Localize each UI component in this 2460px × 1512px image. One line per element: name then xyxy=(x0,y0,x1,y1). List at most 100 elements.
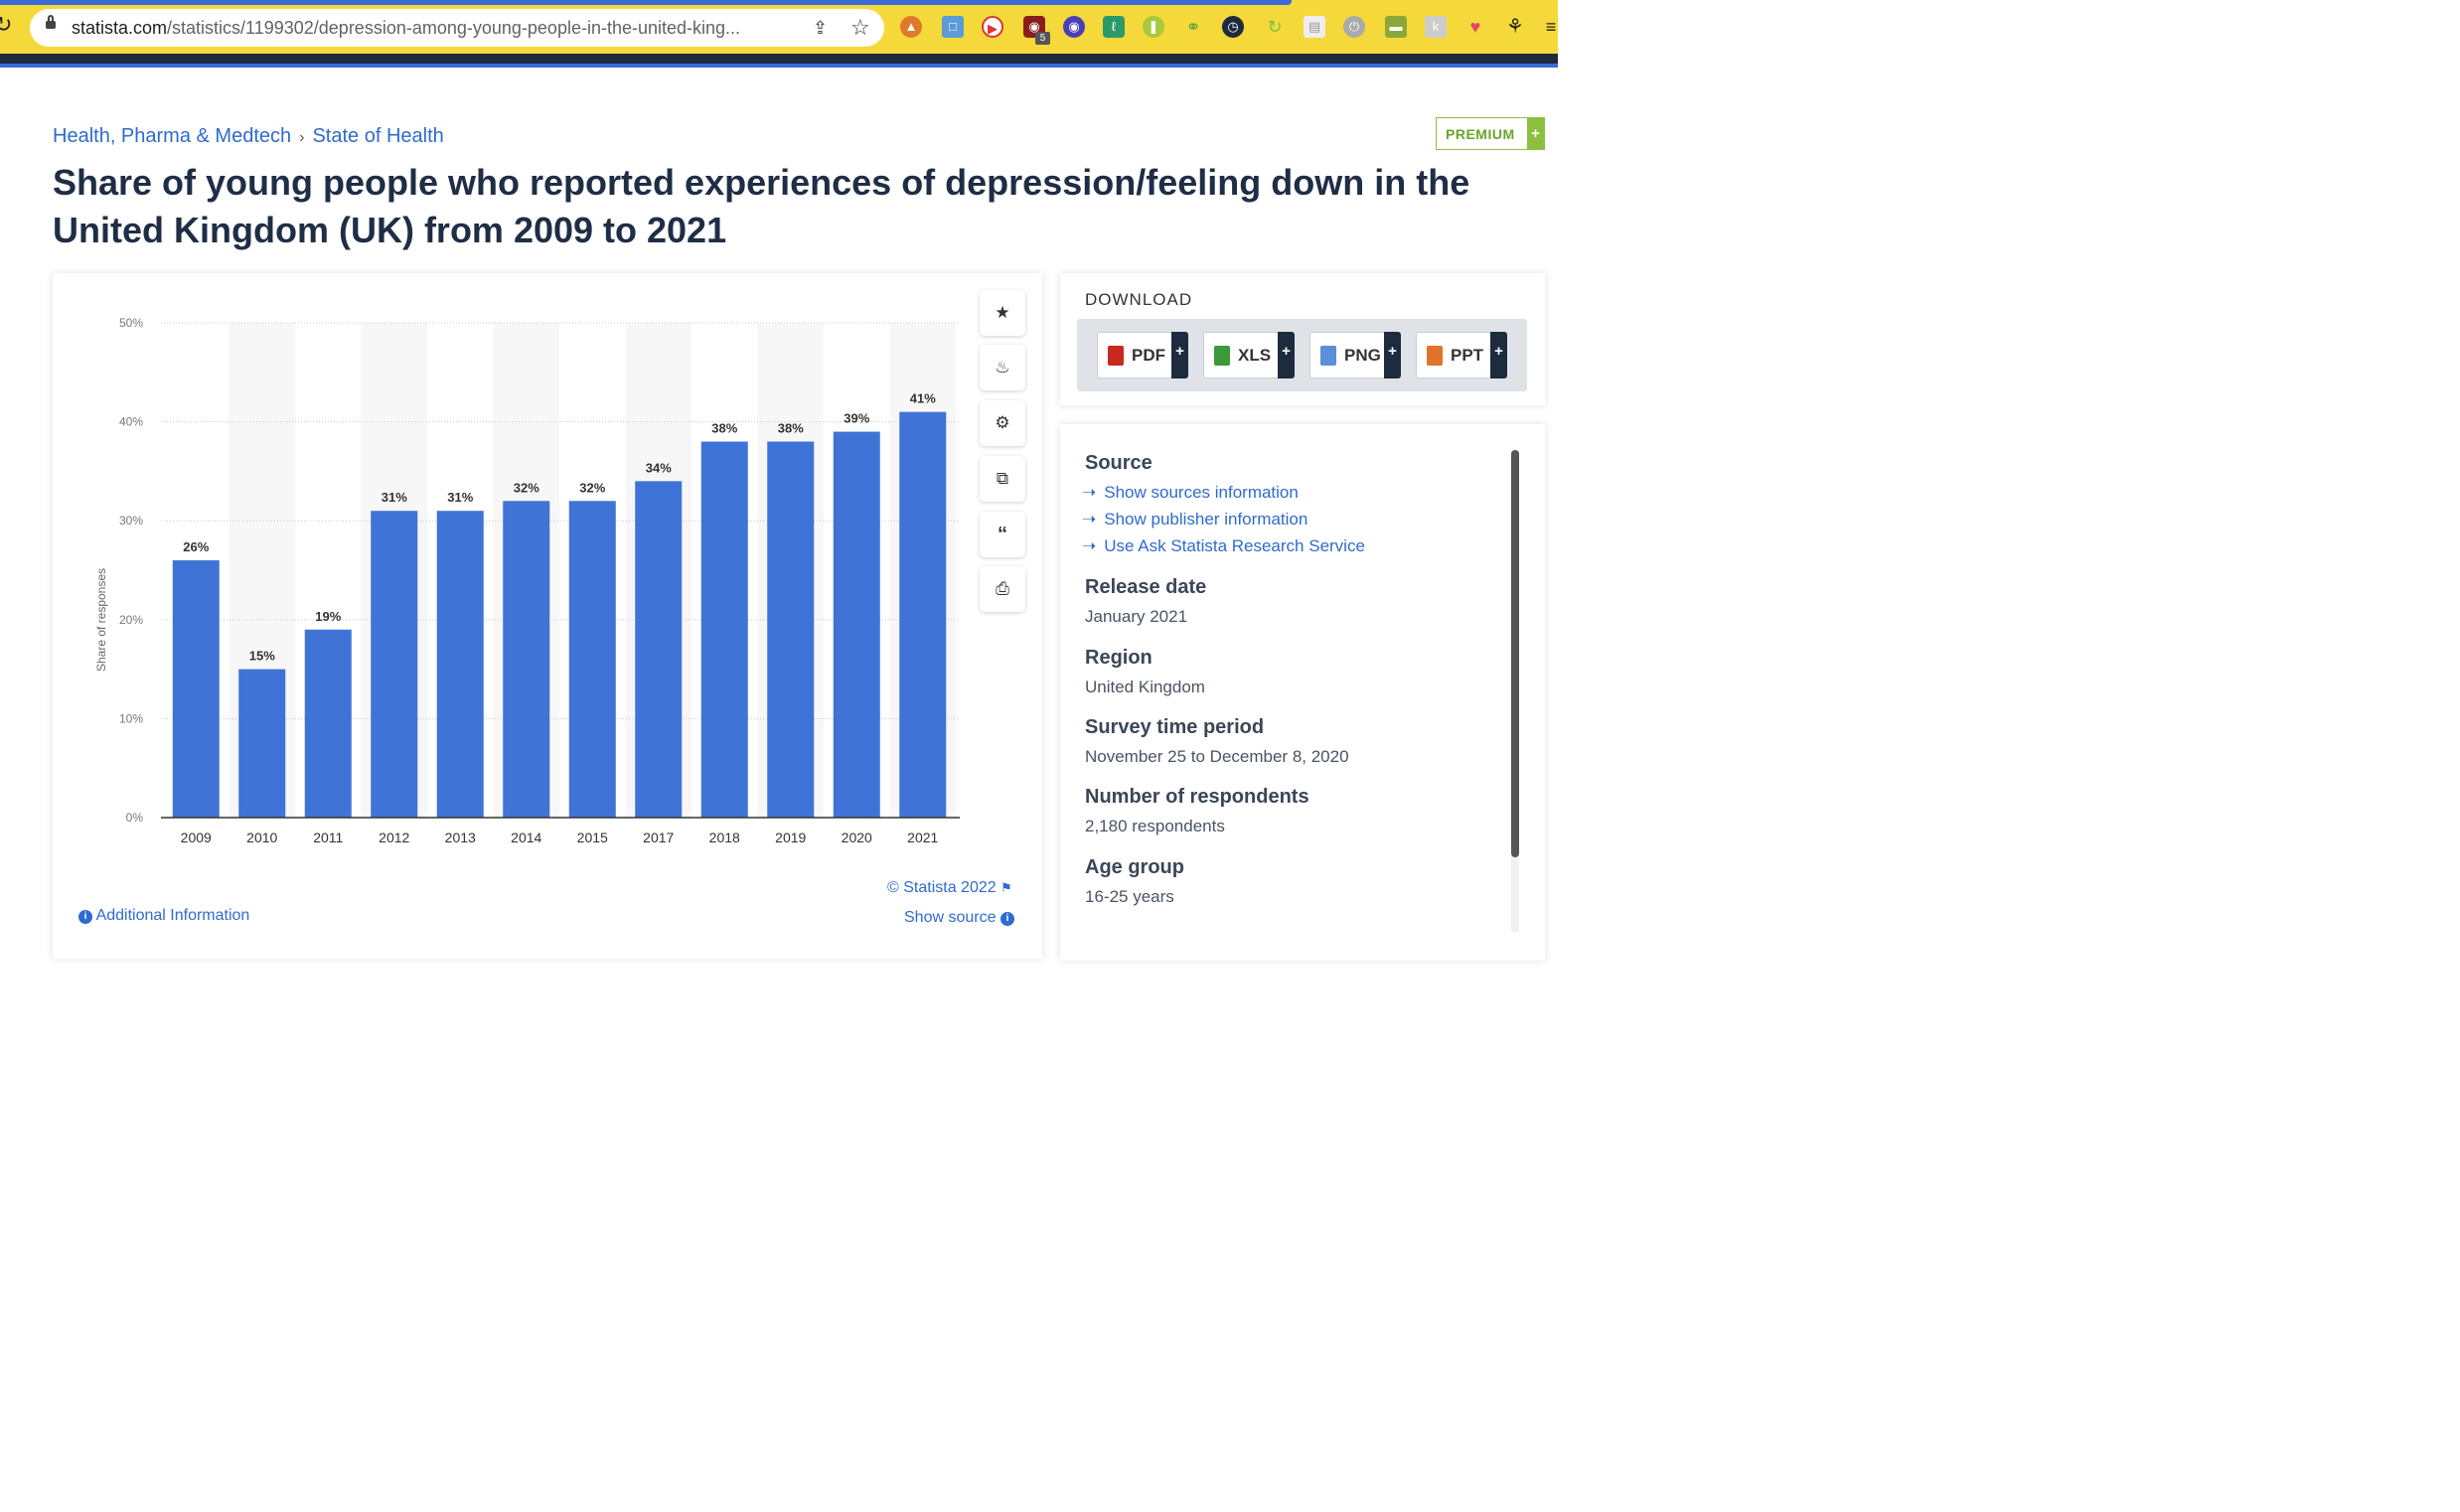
png-file-icon xyxy=(1320,346,1336,366)
arrow-right-icon: ➝ xyxy=(1082,483,1097,502)
bookmark-star-icon[interactable]: ☆ xyxy=(850,15,870,40)
release-date-heading: Release date xyxy=(1085,576,1207,598)
bar xyxy=(238,669,286,818)
premium-badge[interactable]: PREMIUM + xyxy=(1436,117,1545,150)
bar xyxy=(568,501,616,818)
browser-toolbar: ↻ statista.com/statistics/1199302/depres… xyxy=(0,0,1558,54)
premium-label: PREMIUM xyxy=(1446,126,1515,142)
respondents-heading: Number of respondents xyxy=(1085,786,1309,808)
x-tick-label: 2010 xyxy=(246,830,277,845)
bar xyxy=(172,560,220,818)
x-tick-label: 2018 xyxy=(709,830,740,845)
x-tick-label: 2014 xyxy=(511,830,541,845)
x-tick-label: 2017 xyxy=(643,830,674,845)
age-group-value: 16-25 years xyxy=(1085,887,1174,906)
favorite-star-icon[interactable]: ★ xyxy=(980,290,1025,336)
y-tick-label: 0% xyxy=(126,811,144,825)
download-ppt-button[interactable]: PPT + xyxy=(1416,332,1507,378)
bar xyxy=(700,441,748,818)
download-pdf-button[interactable]: PDF + xyxy=(1097,332,1188,378)
cite-quote-icon[interactable]: “ xyxy=(980,512,1025,557)
age-group-heading: Age group xyxy=(1085,856,1184,878)
bar xyxy=(635,481,683,818)
credit-text: © Statista 2022 xyxy=(887,879,997,896)
url-text[interactable]: statista.com/statistics/1199302/depressi… xyxy=(72,18,807,39)
respondents-value: 2,180 respondents xyxy=(1085,817,1225,835)
data-label: 31% xyxy=(382,490,407,505)
data-label: 15% xyxy=(249,649,275,664)
arrow-right-icon: ➝ xyxy=(1082,536,1097,555)
pocket-extension-icon[interactable]: ♥ xyxy=(1469,17,1481,37)
lock-icon[interactable] xyxy=(46,15,56,29)
bar xyxy=(833,431,880,818)
show-publisher-link[interactable]: ➝ Show publisher information xyxy=(1082,510,1307,529)
print-extension-icon[interactable]: ▤ xyxy=(1304,16,1325,38)
show-source-link[interactable]: Show source i xyxy=(904,909,1014,927)
y-tick-label: 30% xyxy=(119,514,143,528)
plus-icon: + xyxy=(1278,332,1295,378)
k-extension-icon[interactable]: k xyxy=(1425,16,1447,38)
reload-icon[interactable]: ↻ xyxy=(0,12,13,37)
shield-extension-icon[interactable]: ℓ xyxy=(1103,16,1125,38)
x-tick-label: 2021 xyxy=(907,830,938,845)
link-extension-icon[interactable]: ⚭ xyxy=(1185,17,1201,37)
menu-icon[interactable]: ≡ xyxy=(1545,17,1557,37)
x-tick-label: 2012 xyxy=(379,830,409,845)
download-png-button[interactable]: PNG + xyxy=(1309,332,1401,378)
clock-extension-icon[interactable]: ◷ xyxy=(1222,16,1244,38)
bar xyxy=(371,511,418,818)
y-tick-label: 20% xyxy=(119,613,143,627)
share-icon[interactable]: ⧉ xyxy=(980,456,1025,502)
toolbar-divider xyxy=(0,54,1558,64)
additional-information-link[interactable]: i Additional Information xyxy=(78,907,249,925)
plus-icon: + xyxy=(1490,332,1507,378)
ask-statista-link[interactable]: ➝ Use Ask Statista Research Service xyxy=(1082,536,1365,556)
statistic-info-panel: Source ➝ Show sources information ➝ Show p… xyxy=(1060,424,1545,961)
refresh-extension-icon[interactable]: ↻ xyxy=(1267,17,1283,37)
data-label: 34% xyxy=(646,460,672,475)
settings-gear-icon[interactable]: ⚙ xyxy=(980,400,1025,446)
release-date-value: January 2021 xyxy=(1085,607,1188,626)
power-extension-icon[interactable]: ⏻ xyxy=(1343,16,1365,38)
info-icon: i xyxy=(78,910,92,924)
notification-bell-icon[interactable]: ♨ xyxy=(980,345,1025,390)
y-tick-label: 50% xyxy=(119,316,143,330)
download-card: DOWNLOAD PDF + XLS + PNG + PPT + xyxy=(1060,273,1545,405)
y-tick-label: 40% xyxy=(119,415,143,429)
play-extension-icon[interactable]: ▶ xyxy=(982,16,1003,38)
bar xyxy=(899,411,947,818)
show-source-label: Show source xyxy=(904,909,997,926)
field-extension-icon[interactable]: ▬ xyxy=(1385,16,1407,38)
show-sources-link[interactable]: ➝ Show sources information xyxy=(1082,483,1299,503)
download-tray: PDF + XLS + PNG + PPT + xyxy=(1077,319,1527,391)
survey-period-value: November 25 to December 8, 2020 xyxy=(1085,747,1349,766)
x-tick-label: 2009 xyxy=(181,830,212,845)
print-icon[interactable]: ⎙ xyxy=(980,566,1025,612)
window-extension-icon[interactable]: □ xyxy=(942,16,964,38)
flag-icon[interactable]: ⚑ xyxy=(1000,880,1012,895)
x-tick-label: 2015 xyxy=(577,830,608,845)
x-tick-label: 2011 xyxy=(313,830,343,845)
statista-credit[interactable]: © Statista 2022 ⚑ xyxy=(887,879,1012,897)
address-bar[interactable]: statista.com/statistics/1199302/depressi… xyxy=(30,9,884,47)
metamask-extension-icon[interactable]: ▲ xyxy=(900,16,922,38)
data-label: 31% xyxy=(447,490,473,505)
puzzle-extensions-icon[interactable]: ⚘ xyxy=(1506,16,1524,38)
download-xls-button[interactable]: XLS + xyxy=(1203,332,1295,378)
breadcrumb: Health, Pharma & Medtech › State of Health xyxy=(53,125,444,148)
pause-extension-icon[interactable]: ❚ xyxy=(1143,16,1164,38)
breadcrumb-item-state-of-health[interactable]: State of Health xyxy=(312,125,444,147)
breadcrumb-item-health[interactable]: Health, Pharma & Medtech xyxy=(53,125,292,147)
bar xyxy=(503,501,550,818)
download-png-label: PNG xyxy=(1344,346,1381,365)
url-path: /statistics/1199302/depression-among-you… xyxy=(167,18,741,38)
data-label: 39% xyxy=(844,411,869,426)
plus-icon: + xyxy=(1384,332,1401,378)
share-page-icon[interactable]: ⇪ xyxy=(813,18,829,38)
ghost-extension-icon[interactable]: ◉ xyxy=(1063,16,1085,38)
region-heading: Region xyxy=(1085,647,1153,669)
scrollbar-thumb[interactable] xyxy=(1511,450,1519,857)
bar xyxy=(304,629,352,818)
bar xyxy=(436,511,484,818)
x-tick-label: 2020 xyxy=(842,830,872,845)
